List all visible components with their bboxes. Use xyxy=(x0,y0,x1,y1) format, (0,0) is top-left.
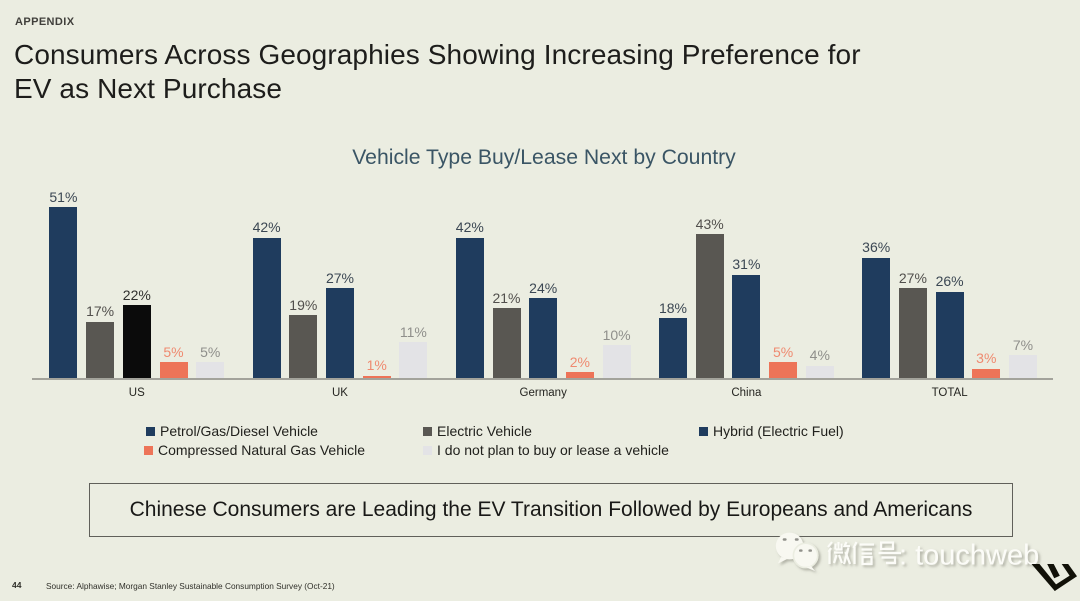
svg-text:: touchweb: : touchweb xyxy=(899,540,1039,572)
